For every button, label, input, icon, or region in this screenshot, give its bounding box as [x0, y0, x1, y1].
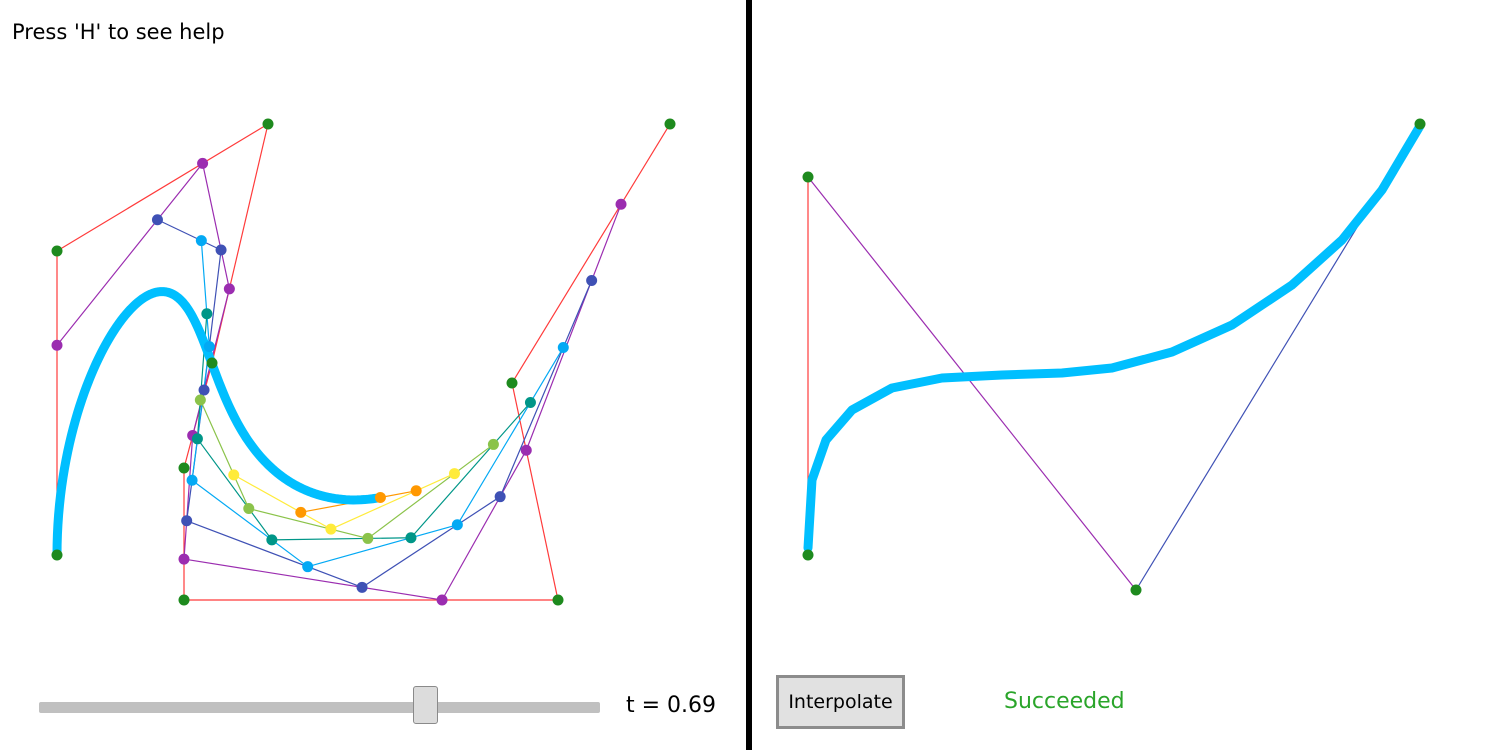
t-value-label: t = 0.69: [626, 693, 717, 718]
bezier-canvas[interactable]: [0, 0, 746, 680]
interpolation-panel[interactable]: Interpolate Succeeded: [752, 0, 1500, 750]
construction-point: [487, 438, 499, 450]
construction-point: [197, 157, 209, 169]
interpolate-button[interactable]: Interpolate: [776, 675, 905, 729]
construction-point: [362, 532, 374, 544]
help-hint: Press 'H' to see help: [12, 20, 225, 44]
construction-point: [266, 534, 278, 546]
construction-point: [494, 491, 506, 503]
construction-point: [448, 468, 460, 480]
control-point[interactable]: [178, 594, 190, 606]
control-point[interactable]: [802, 171, 814, 183]
control-polygon: [56, 123, 671, 601]
control-point[interactable]: [802, 549, 814, 561]
control-point[interactable]: [664, 118, 676, 130]
construction-point: [203, 341, 215, 353]
control-point[interactable]: [51, 245, 63, 257]
interpolation-canvas[interactable]: [752, 0, 1500, 660]
construction-point: [223, 283, 235, 295]
bezier-curve: [52, 287, 385, 560]
construction-point: [405, 532, 417, 544]
construction-point: [51, 339, 63, 351]
construction-point: [215, 244, 227, 256]
status-message: Succeeded: [1004, 689, 1125, 714]
construction-point: [356, 581, 368, 593]
construction-point: [302, 561, 314, 573]
control-polygon: [807, 176, 1137, 591]
t-slider-thumb[interactable]: [413, 686, 438, 724]
construction-point: [451, 519, 463, 531]
construction-point: [557, 342, 569, 354]
construction-point: [615, 198, 627, 210]
construction-point: [524, 396, 536, 408]
construction-point: [195, 235, 207, 247]
control-point[interactable]: [262, 118, 274, 130]
construction-point: [436, 594, 448, 606]
construction-level-1: [56, 162, 622, 601]
control-point[interactable]: [51, 549, 63, 561]
control-point[interactable]: [206, 357, 218, 369]
t-slider-track[interactable]: [39, 702, 600, 713]
control-point[interactable]: [1414, 118, 1426, 130]
interpolated-curve: [803, 121, 1425, 553]
construction-level-3: [191, 240, 564, 568]
control-point[interactable]: [506, 377, 518, 389]
construction-point: [410, 485, 422, 497]
control-point[interactable]: [552, 594, 564, 606]
construction-point: [198, 384, 210, 396]
construction-level-5: [199, 399, 495, 540]
construction-point: [201, 308, 213, 320]
construction-point: [586, 275, 598, 287]
construction-point: [325, 523, 337, 535]
construction-point: [181, 515, 193, 527]
construction-point: [243, 503, 255, 515]
bezier-subdivision-panel[interactable]: Press 'H' to see help t = 0.69: [0, 0, 746, 750]
construction-point: [228, 469, 240, 481]
construction-point: [191, 433, 203, 445]
curve-point: [374, 491, 386, 503]
construction-point: [178, 553, 190, 565]
construction-point: [194, 394, 206, 406]
control-point[interactable]: [178, 462, 190, 474]
control-point[interactable]: [1130, 584, 1142, 596]
construction-point: [295, 506, 307, 518]
construction-point: [151, 214, 163, 226]
construction-point: [520, 444, 532, 456]
construction-point: [186, 474, 198, 486]
